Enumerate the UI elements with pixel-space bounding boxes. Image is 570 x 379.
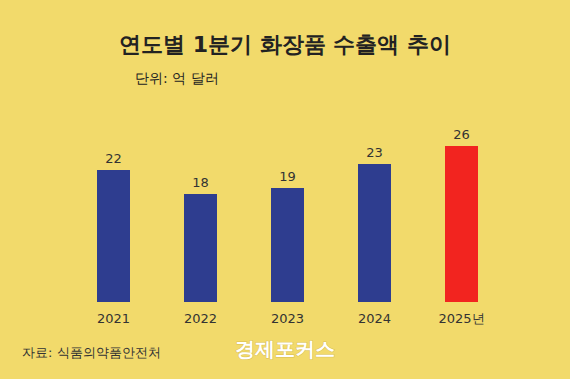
svg-text:2023: 2023 (271, 311, 304, 326)
svg-text:22: 22 (105, 151, 122, 166)
svg-text:경제포커스: 경제포커스 (235, 337, 335, 361)
svg-text:2024: 2024 (358, 311, 391, 326)
svg-text:18: 18 (192, 175, 209, 190)
svg-text:2021: 2021 (97, 311, 130, 326)
svg-text:자료: 식품의약품안전처: 자료: 식품의약품안전처 (22, 345, 161, 360)
svg-text:단위: 억 달러: 단위: 억 달러 (135, 70, 219, 86)
svg-text:23: 23 (366, 145, 383, 160)
svg-text:2025년: 2025년 (438, 311, 484, 326)
svg-text:2022: 2022 (184, 311, 217, 326)
svg-text:19: 19 (279, 169, 296, 184)
svg-text:26: 26 (453, 127, 470, 142)
svg-text:연도별 1분기 화장품 수출액 추이: 연도별 1분기 화장품 수출액 추이 (119, 32, 451, 57)
